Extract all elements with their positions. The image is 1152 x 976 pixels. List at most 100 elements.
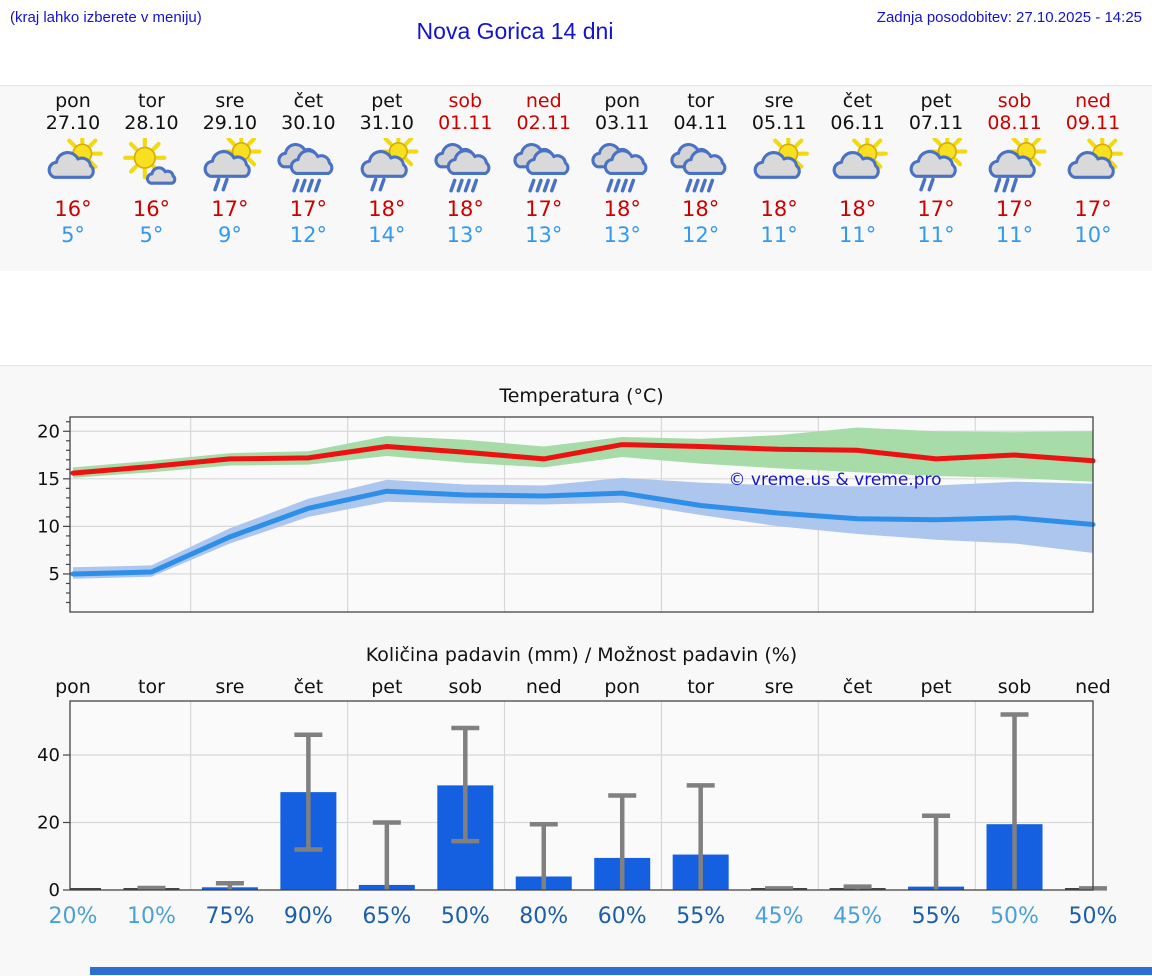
- day-name: pon: [55, 90, 91, 112]
- precip-day-label: pon: [604, 676, 641, 698]
- precip-day-label: sob: [448, 676, 483, 698]
- day-tmin: 5°: [61, 223, 85, 247]
- weather-icon-mostly-sunny: [123, 138, 177, 185]
- svg-text:40: 40: [37, 745, 60, 766]
- day-name: čet: [842, 90, 873, 112]
- day-date: 02.11: [516, 112, 571, 134]
- day-tmin: 13°: [446, 223, 484, 247]
- weather-icon-rain: [513, 143, 570, 193]
- day-name: čet: [293, 90, 324, 112]
- weather-icon-rain: [434, 143, 491, 193]
- day-column: pet 31.10 18° 14°: [348, 85, 426, 265]
- precip-day-label: čet: [842, 676, 873, 698]
- day-column: pon 27.10 16° 5°: [34, 85, 112, 265]
- day-tmin: 5°: [139, 223, 164, 247]
- forecast-strip-background: [0, 85, 1152, 271]
- day-column: pet 07.11 17° 11°: [897, 85, 975, 265]
- day-name: ned: [525, 90, 562, 112]
- day-date: 27.10: [45, 112, 101, 134]
- day-tmin: 11°: [917, 223, 955, 247]
- day-name: tor: [687, 90, 715, 112]
- day-tmax: 17°: [289, 197, 327, 221]
- day-column: ned 09.11 17° 10°: [1054, 85, 1132, 265]
- weather-icon-partly-rain: [360, 138, 419, 192]
- day-column: sob 01.11 18° 13°: [426, 85, 504, 265]
- day-column: sob 08.11 17° 11°: [976, 85, 1054, 265]
- precip-probability: 55%: [911, 904, 961, 929]
- day-tmin: 14°: [368, 223, 406, 247]
- svg-text:20: 20: [37, 421, 60, 442]
- day-date: 04.11: [673, 112, 728, 134]
- page-title: Nova Gorica 14 dni: [416, 18, 614, 44]
- precip-probability: 10%: [127, 904, 176, 929]
- precip-chart-title: Količina padavin (mm) / Možnost padavin …: [365, 644, 798, 666]
- day-column: čet 30.10 17° 12°: [269, 85, 347, 265]
- precip-day-label: sob: [997, 676, 1032, 698]
- precip-day-label: ned: [1075, 676, 1111, 698]
- day-name: pet: [920, 90, 952, 112]
- day-tmin: 9°: [217, 223, 242, 247]
- day-tmin: 12°: [289, 223, 327, 247]
- weather-icon-partly-rain-heavy: [988, 138, 1046, 193]
- precip-probability: 90%: [283, 904, 333, 929]
- svg-text:5: 5: [49, 564, 60, 585]
- weather-icon-partly-cloudy: [47, 138, 103, 179]
- weather-icon-partly-cloudy: [1067, 138, 1123, 179]
- day-name: sre: [215, 90, 245, 112]
- precip-probability: 50%: [990, 904, 1039, 929]
- day-name: ned: [1075, 90, 1111, 112]
- day-tmax: 17°: [1074, 197, 1112, 221]
- day-tmax: 18°: [446, 197, 484, 221]
- day-name: sob: [997, 90, 1032, 112]
- day-tmax: 18°: [603, 197, 641, 221]
- svg-text:0: 0: [49, 880, 60, 900]
- day-date: 05.11: [751, 112, 807, 134]
- precip-probability: 20%: [48, 904, 98, 929]
- precip-bar: [70, 888, 101, 890]
- day-tmin: 10°: [1074, 223, 1112, 247]
- day-tmax: 17°: [211, 197, 249, 221]
- day-date: 03.11: [595, 112, 650, 134]
- precip-day-label: tor: [687, 676, 715, 698]
- precip-probability: 45%: [754, 904, 804, 929]
- day-tmax: 17°: [917, 197, 955, 221]
- day-tmin: 13°: [525, 223, 563, 247]
- day-tmin: 11°: [838, 223, 877, 247]
- footer-bar: [90, 967, 1152, 975]
- day-tmin: 12°: [682, 223, 720, 247]
- precip-chart: 0 20 40: [37, 700, 1107, 900]
- day-column: pon 03.11 18° 13°: [583, 85, 661, 265]
- day-tmin: 13°: [603, 223, 641, 247]
- precip-day-label: pet: [920, 676, 952, 698]
- chart-watermark: © vreme.us & vreme.pro: [728, 470, 941, 490]
- tmin-line: [70, 488, 1096, 577]
- day-date: 30.10: [281, 112, 336, 134]
- precip-day-label: pet: [371, 676, 403, 698]
- day-tmax: 18°: [368, 197, 406, 221]
- precip-day-label: tor: [138, 676, 165, 698]
- temperature-chart-title: Temperatura (°C): [499, 385, 664, 407]
- day-date: 06.11: [830, 112, 885, 134]
- day-name: pon: [604, 90, 641, 112]
- precip-probability: 60%: [597, 904, 647, 929]
- day-tmax: 18°: [760, 197, 798, 221]
- day-column: sre 05.11 18° 11°: [740, 85, 818, 265]
- tmax-band: [73, 427, 1093, 482]
- precip-day-label: pon: [55, 676, 91, 698]
- tmax-line: [70, 442, 1096, 476]
- day-column: čet 06.11 18° 11°: [819, 85, 897, 265]
- precip-probability: 80%: [519, 904, 569, 929]
- location-hint: (kraj lahko izberete v meniju): [10, 9, 202, 26]
- day-tmax: 17°: [525, 197, 563, 221]
- day-tmin: 11°: [995, 223, 1034, 247]
- precip-probability: 75%: [205, 904, 255, 929]
- weather-icon-partly-rain: [203, 138, 262, 192]
- temperature-chart: © vreme.us & vreme.pro 5 10 15 20: [37, 416, 1096, 613]
- day-name: sre: [764, 90, 794, 112]
- day-date: 01.11: [438, 112, 493, 134]
- day-name: tor: [138, 90, 165, 112]
- precip-probability: 55%: [676, 904, 726, 929]
- day-date: 31.10: [359, 112, 415, 134]
- weather-icon-partly-cloudy: [832, 138, 888, 179]
- day-column: ned 02.11 17° 13°: [505, 85, 583, 265]
